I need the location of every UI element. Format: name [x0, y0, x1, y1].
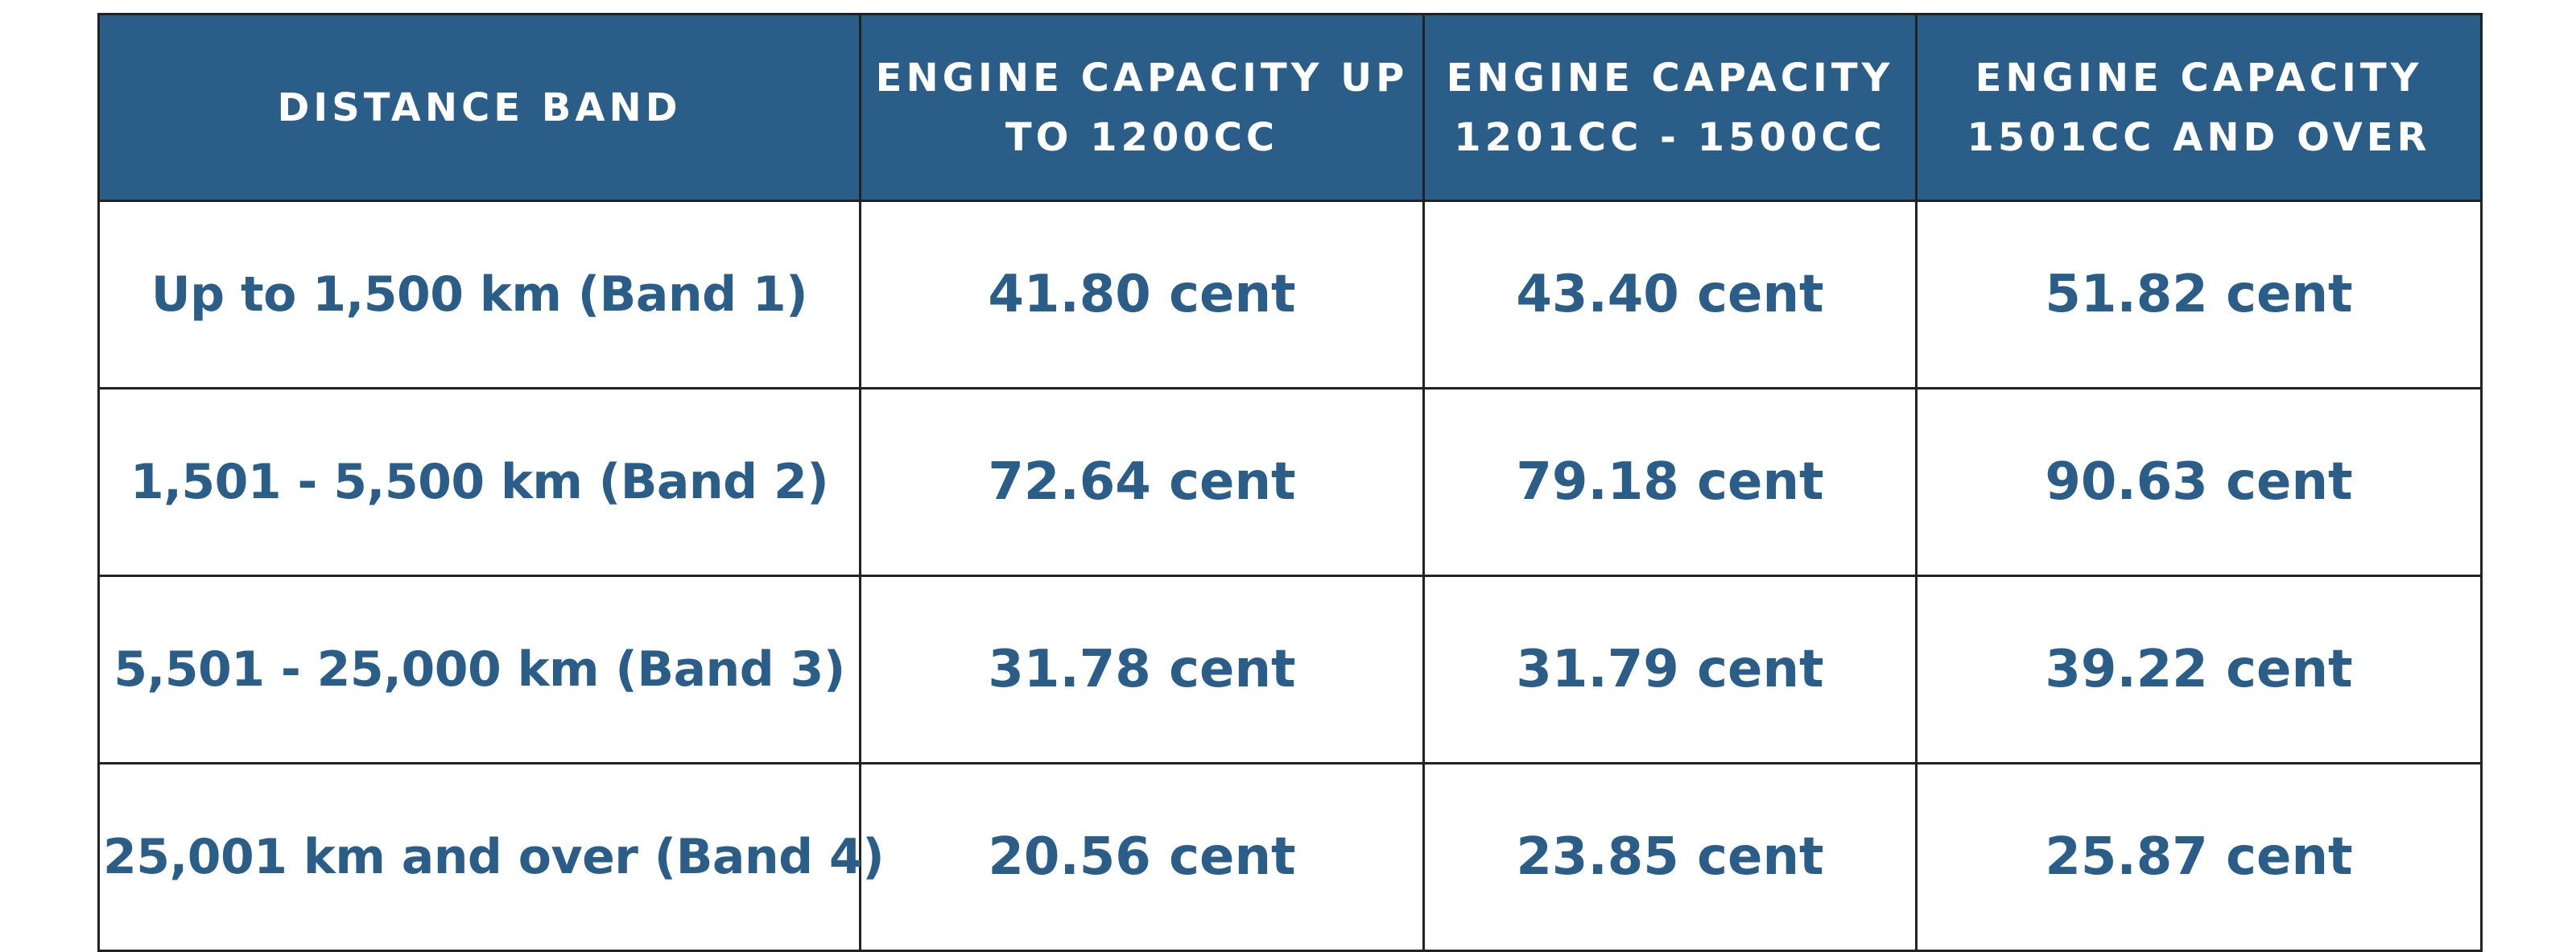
rate-cell: 23.85 cent	[1422, 762, 1918, 952]
mileage-rates-table: DISTANCE BAND ENGINE CAPACITY UP TO 1200…	[97, 13, 2483, 952]
table-row: 1,501 - 5,500 km (Band 2) 72.64 cent 79.…	[97, 387, 2483, 577]
table-header: DISTANCE BAND ENGINE CAPACITY UP TO 1200…	[97, 13, 2483, 202]
rate-cell: 20.56 cent	[859, 762, 1425, 952]
header-engine-1501cc-and-over: ENGINE CAPACITY 1501CC AND OVER	[1915, 13, 2483, 202]
distance-band-cell: 1,501 - 5,500 km (Band 2)	[97, 387, 861, 577]
table-body: Up to 1,500 km (Band 1) 41.80 cent 43.40…	[97, 200, 2483, 952]
header-distance-band: DISTANCE BAND	[97, 13, 861, 202]
table-row: Up to 1,500 km (Band 1) 41.80 cent 43.40…	[97, 200, 2483, 389]
table-row: 25,001 km and over (Band 4) 20.56 cent 2…	[97, 762, 2483, 952]
distance-band-cell: 25,001 km and over (Band 4)	[97, 762, 885, 952]
header-engine-1201-1500cc: ENGINE CAPACITY 1201CC - 1500CC	[1422, 13, 1918, 202]
rate-cell: 72.64 cent	[859, 387, 1425, 577]
header-row: DISTANCE BAND ENGINE CAPACITY UP TO 1200…	[97, 13, 2483, 202]
rate-cell: 43.40 cent	[1422, 200, 1918, 389]
rate-cell: 79.18 cent	[1422, 387, 1918, 577]
rate-cell: 39.22 cent	[1915, 575, 2483, 764]
header-engine-up-to-1200cc: ENGINE CAPACITY UP TO 1200CC	[859, 13, 1425, 202]
distance-band-cell: Up to 1,500 km (Band 1)	[97, 200, 861, 389]
rate-cell: 41.80 cent	[859, 200, 1425, 389]
rate-cell: 31.79 cent	[1422, 575, 1918, 764]
rate-cell: 25.87 cent	[1915, 762, 2483, 952]
rate-cell: 31.78 cent	[859, 575, 1425, 764]
table-row: 5,501 - 25,000 km (Band 3) 31.78 cent 31…	[97, 575, 2483, 764]
rate-cell: 90.63 cent	[1915, 387, 2483, 577]
rate-cell: 51.82 cent	[1915, 200, 2483, 389]
distance-band-cell: 5,501 - 25,000 km (Band 3)	[97, 575, 861, 764]
